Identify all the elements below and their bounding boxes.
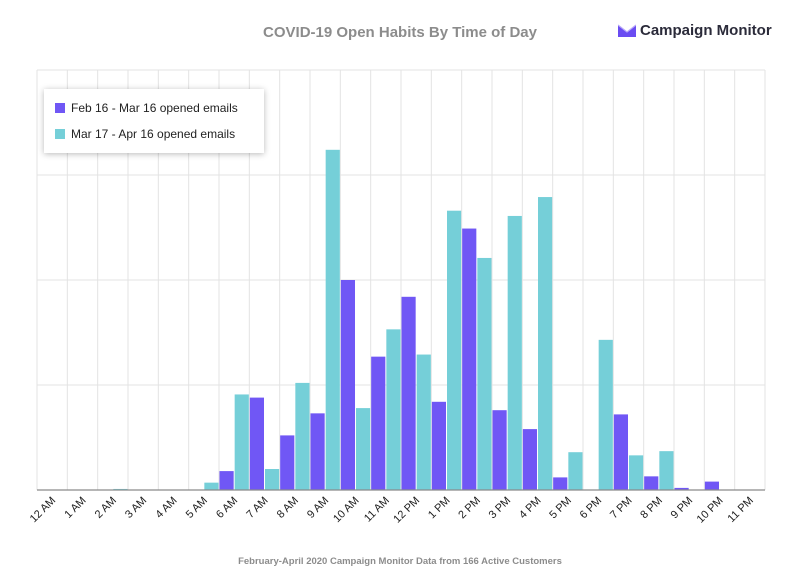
chart-title: COVID-19 Open Habits By Time of Day <box>263 24 537 41</box>
bar-series2-8-pm <box>659 451 674 490</box>
legend: Feb 16 - Mar 16 opened emails Mar 17 - A… <box>44 89 264 153</box>
bar-series1-12-pm <box>401 296 416 490</box>
bar-series1-8-pm <box>644 476 659 490</box>
bar-series1-3-pm <box>492 410 507 490</box>
bar-series2-6-am <box>234 394 249 490</box>
x-tick-label: 1 PM <box>426 495 453 522</box>
x-tick-label: 3 PM <box>487 495 514 522</box>
brand-logo: Campaign Monitor <box>618 22 772 39</box>
bar-series1-7-pm <box>613 414 628 490</box>
bar-series1-4-pm <box>522 429 537 490</box>
bar-series2-10-am <box>356 408 371 490</box>
bar-series1-11-am <box>371 356 386 490</box>
bar-series2-7-pm <box>629 455 644 490</box>
bar-series1-2-pm <box>462 228 477 491</box>
x-tick-label: 3 AM <box>123 495 149 521</box>
x-tick-label: 4 PM <box>517 495 544 522</box>
x-tick-label: 2 PM <box>456 495 483 522</box>
bar-series2-1-pm <box>447 210 462 490</box>
brand-name: Campaign Monitor <box>640 22 772 39</box>
x-tick-label: 8 AM <box>275 495 301 521</box>
x-tick-label: 5 PM <box>547 495 574 522</box>
bar-series2-6-pm <box>598 339 613 490</box>
bar-series2-3-pm <box>507 215 522 490</box>
bar-series2-8-am <box>295 382 310 490</box>
footer-source-note: February-April 2020 Campaign Monitor Dat… <box>238 556 562 567</box>
bar-series2-7-am <box>265 469 280 490</box>
x-tick-label: 4 AM <box>153 495 179 521</box>
bar-series1-5-pm <box>553 477 568 490</box>
x-tick-label: 7 AM <box>244 495 270 521</box>
bar-series2-11-am <box>386 329 401 490</box>
x-tick-label: 12 PM <box>391 495 422 526</box>
x-tick-label: 10 AM <box>331 495 362 526</box>
x-tick-label: 8 PM <box>638 495 665 522</box>
x-tick-label: 10 PM <box>695 495 726 526</box>
bar-series2-5-am <box>204 482 219 490</box>
x-tick-label: 11 AM <box>362 495 392 525</box>
bar-series1-7-am <box>249 397 264 490</box>
x-tick-label: 11 PM <box>726 495 756 525</box>
bar-series2-12-pm <box>416 354 431 490</box>
x-tick-label: 12 AM <box>28 495 59 526</box>
legend-label-series2: Mar 17 - Apr 16 opened emails <box>71 127 236 141</box>
bar-series1-9-pm <box>674 487 689 490</box>
x-tick-label: 9 AM <box>305 495 331 521</box>
legend-item-series1: Feb 16 - Mar 16 opened emails <box>55 101 238 115</box>
x-tick-label: 1 AM <box>62 495 88 521</box>
x-tick-label: 2 AM <box>93 495 119 521</box>
campaign-monitor-logo-icon <box>618 24 636 37</box>
bar-series2-9-am <box>325 149 340 491</box>
legend-label-series1: Feb 16 - Mar 16 opened emails <box>71 101 238 115</box>
x-tick-label: 5 AM <box>184 495 210 521</box>
x-tick-label: 6 PM <box>578 495 605 522</box>
bar-series1-6-am <box>219 471 234 490</box>
legend-swatch-series1 <box>55 103 65 113</box>
x-tick-label: 6 AM <box>214 495 240 521</box>
legend-swatch-series2 <box>55 129 65 139</box>
x-tick-label: 9 PM <box>669 495 696 522</box>
legend-item-series2: Mar 17 - Apr 16 opened emails <box>55 127 235 141</box>
bar-series1-10-pm <box>704 481 719 490</box>
bar-series1-9-am <box>310 413 325 490</box>
bar-series1-10-am <box>340 280 355 490</box>
bar-series2-4-pm <box>538 197 553 491</box>
bar-series1-1-pm <box>431 401 446 490</box>
bar-series1-8-am <box>280 435 295 490</box>
x-tick-label: 7 PM <box>608 495 635 522</box>
bar-series2-5-pm <box>568 452 583 490</box>
bar-series2-2-pm <box>477 257 492 490</box>
